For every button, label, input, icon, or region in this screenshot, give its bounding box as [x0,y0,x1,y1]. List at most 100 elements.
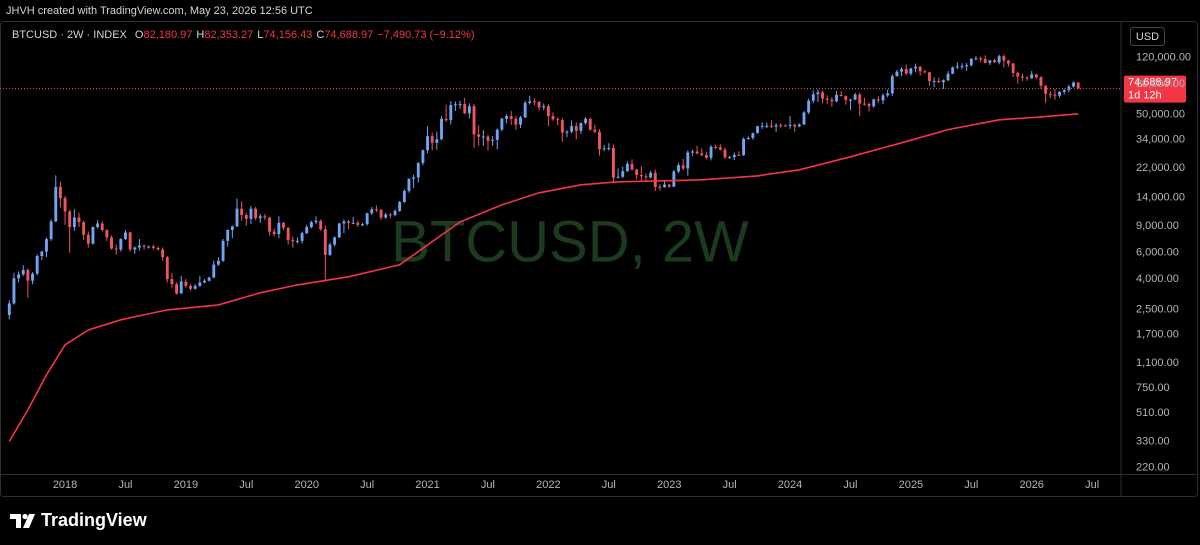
candle-body [546,106,550,117]
candle-body [783,125,787,127]
candle-body [165,257,169,280]
legend-value: 82,180.97 [143,29,192,41]
candle-body [630,163,634,170]
candle-body [309,222,313,228]
x-tick-label: 2019 [174,479,198,491]
candle-body [328,244,332,255]
candle-body [1076,82,1080,89]
candle-body [119,239,123,250]
y-tick-label: 9,000.00 [1136,220,1179,232]
moving-average [8,113,1079,442]
candle-body [1030,74,1034,79]
candle-body [1025,77,1029,79]
candle-body [486,136,490,141]
candle-body [928,72,931,81]
candle-body [904,69,908,74]
candle-body [751,133,755,138]
candle-body [830,99,834,102]
candle-body [844,95,848,100]
candle-body [1053,94,1057,96]
candle-body [932,80,936,82]
candle-body [189,285,192,289]
currency-button[interactable] [1130,27,1165,46]
candle-body [997,56,1001,63]
candle-body [49,221,53,240]
candle-body [728,157,732,159]
x-tick-label: Jul [481,479,495,491]
candle-body [179,281,183,294]
candle-body [54,186,58,222]
candle-body [82,222,86,235]
candle-body [993,60,996,63]
candle-body [495,129,499,140]
candle-body [263,216,267,218]
candle-body [128,232,132,250]
logo-shape [23,514,35,528]
currency-label[interactable]: USD [1136,31,1159,43]
candle-body [886,93,890,96]
candle-body [918,66,922,72]
candle-body [760,125,764,127]
last-price-marker [1124,75,1186,103]
candle-body [337,223,341,238]
candle-body [658,186,662,188]
candle-body [574,126,578,131]
candle-body [426,136,429,151]
candle-body [277,222,281,234]
candle-body [282,222,285,228]
candle-body [216,260,220,265]
candle-body [723,149,727,158]
last-price-label: 74,688.97 [1128,77,1177,89]
y-tick-label: 34,000.00 [1136,134,1185,146]
y-tick-label: 50,000.00 [1136,109,1185,121]
candle-body [821,92,825,99]
y-tick-label: 120,000.00 [1136,52,1191,64]
x-tick-label: Jul [723,479,737,491]
candle-body [170,279,174,285]
candle-body [96,223,100,228]
candle-body [77,217,81,223]
candle-body [12,278,16,304]
candle-body [240,208,244,216]
candle-body [681,165,685,169]
candle-body [1048,93,1052,95]
candle-body [672,171,676,187]
candle-body [393,210,397,216]
candle-body [361,224,364,226]
candle-body [532,101,536,103]
candle-body [714,146,718,148]
candle-body [756,126,759,134]
logo-dot [22,513,28,520]
candle-body [151,246,155,248]
candle-body [537,101,541,108]
candle-body [105,230,109,238]
candle-body [142,245,146,247]
candle-body [1058,91,1062,96]
candle-body [807,100,811,113]
candle-body [295,240,299,242]
candle-body [244,215,248,219]
brand: TradingView [41,510,148,530]
candle-body [542,106,546,108]
candle-body [1011,63,1015,73]
x-tick-label: 2024 [778,479,802,491]
candle-body [1020,76,1024,78]
candle-body [203,280,206,283]
candle-body [788,124,792,126]
candle-body [230,226,234,231]
candle-body [26,269,30,281]
candle-body [314,220,318,223]
candle-body [598,131,601,150]
candle-body [453,104,457,106]
candle-body [649,172,653,178]
candle-body [663,184,667,188]
candle-body [955,66,959,68]
candle-body [258,216,262,219]
candle-body [1007,60,1010,64]
candle-body [374,209,378,211]
candle-body [379,209,383,218]
candle-body [816,92,820,95]
candle-body [890,76,894,94]
candle-body [198,282,202,286]
candle-body [347,221,350,223]
